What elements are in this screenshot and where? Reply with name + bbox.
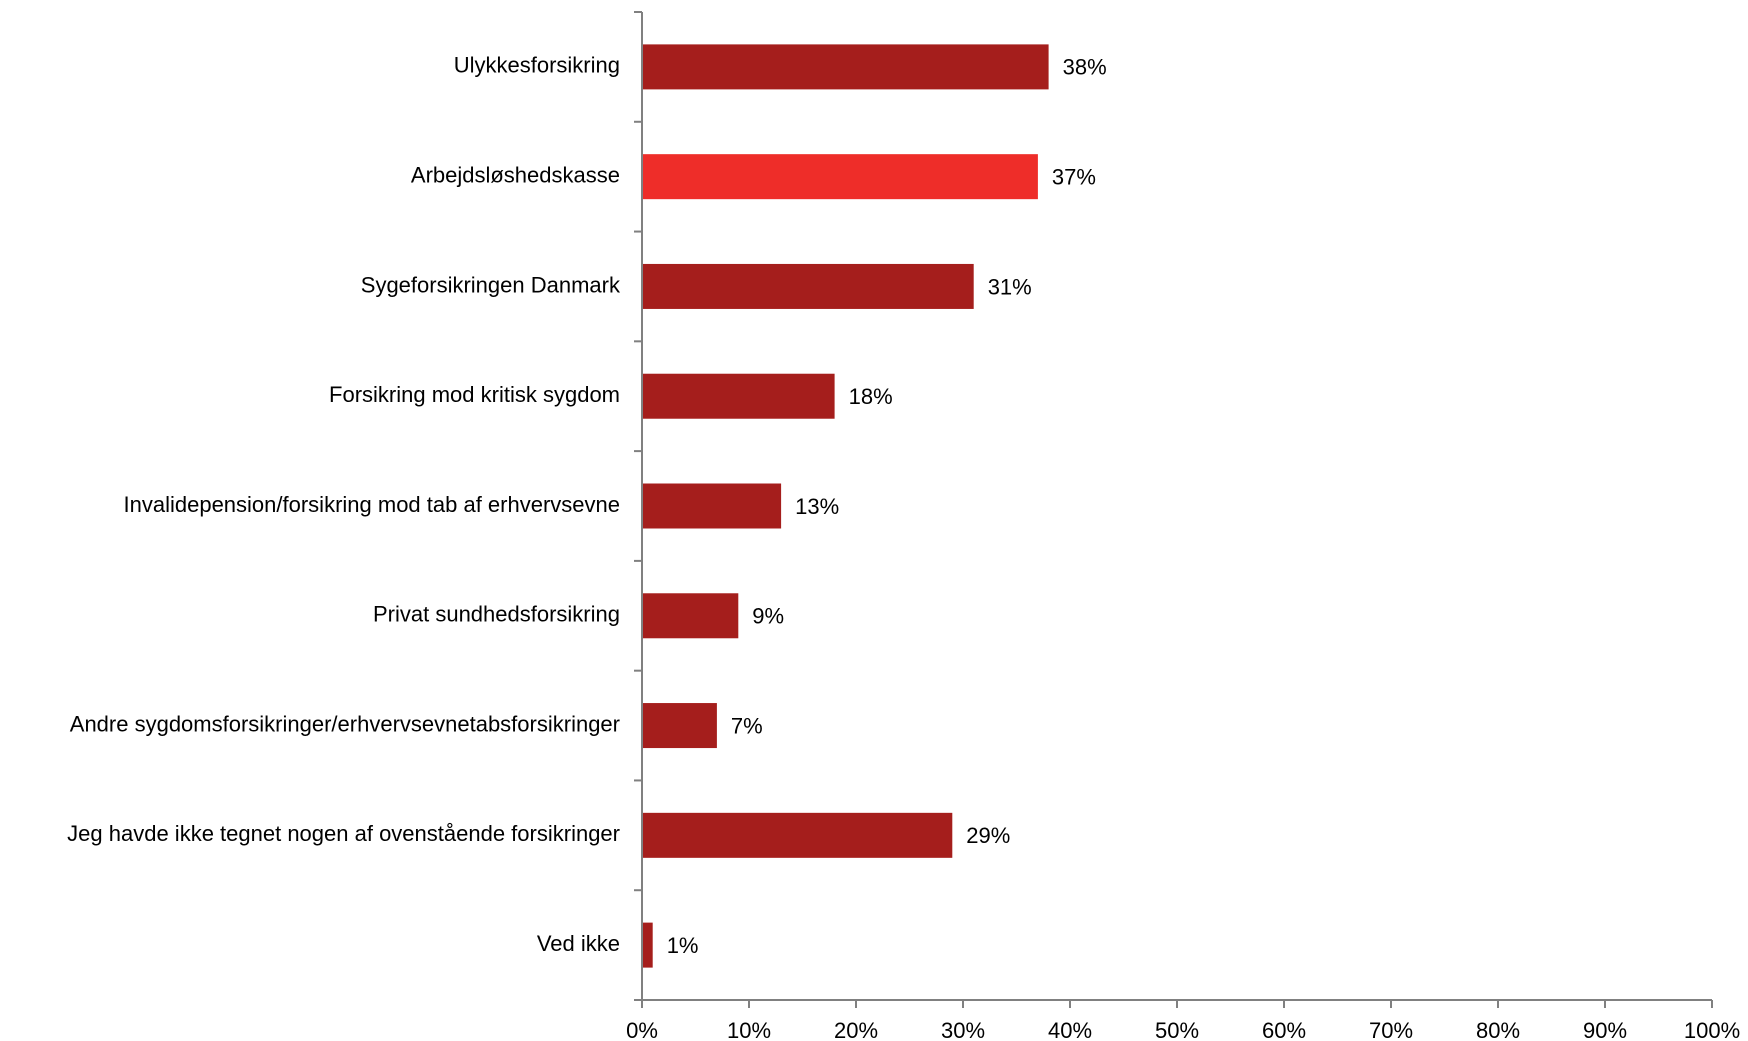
x-axis-ticks: 0% 10% 20% 30% 40% 50% 60% 70% 80% 90% 100% — [626, 1000, 1740, 1041]
bar — [642, 922, 653, 968]
bar — [642, 703, 717, 749]
category-label: Ved ikke — [537, 931, 620, 956]
x-tick-label: 0% — [626, 1018, 658, 1041]
bar — [642, 44, 1049, 90]
value-labels: 38% 37% 31% 18% 13% 9% 7% 29% 1% — [667, 55, 1107, 958]
value-label: 29% — [966, 823, 1010, 848]
x-tick-label: 30% — [941, 1018, 985, 1041]
bar — [642, 593, 739, 639]
bar — [642, 373, 835, 419]
value-label: 13% — [795, 494, 839, 519]
value-label: 38% — [1063, 55, 1107, 80]
category-label: Forsikring mod kritisk sygdom — [329, 382, 620, 407]
value-label: 18% — [849, 384, 893, 409]
value-label: 37% — [1052, 164, 1096, 189]
x-tick-label: 40% — [1048, 1018, 1092, 1041]
value-label: 1% — [667, 933, 699, 958]
x-tick-label: 20% — [834, 1018, 878, 1041]
bar — [642, 483, 782, 529]
value-label: 31% — [988, 274, 1032, 299]
bar — [642, 154, 1038, 200]
category-label: Invalidepension/forsikring mod tab af er… — [124, 492, 621, 517]
x-tick-label: 60% — [1262, 1018, 1306, 1041]
x-tick-label: 10% — [727, 1018, 771, 1041]
x-tick-label: 100% — [1684, 1018, 1740, 1041]
category-label: Ulykkesforsikring — [454, 53, 620, 78]
value-label: 9% — [752, 604, 784, 629]
x-tick-label: 90% — [1583, 1018, 1627, 1041]
value-label: 7% — [731, 713, 763, 738]
category-label: Sygeforsikringen Danmark — [361, 272, 621, 297]
bars-group — [642, 44, 1049, 968]
category-label: Arbejdsløshedskasse — [411, 162, 620, 187]
category-label: Privat sundhedsforsikring — [373, 602, 620, 627]
x-tick-label: 50% — [1155, 1018, 1199, 1041]
x-tick-label: 70% — [1369, 1018, 1413, 1041]
y-axis-ticks — [634, 11, 642, 1001]
bar — [642, 263, 974, 309]
category-label: Jeg havde ikke tegnet nogen af ovenståen… — [67, 821, 620, 846]
x-tick-label: 80% — [1476, 1018, 1520, 1041]
category-labels: Ulykkesforsikring Arbejdsløshedskasse Syge… — [67, 53, 621, 956]
category-label: Andre sygdomsforsikringer/erhvervsevneta… — [70, 711, 620, 736]
bar — [642, 812, 953, 858]
